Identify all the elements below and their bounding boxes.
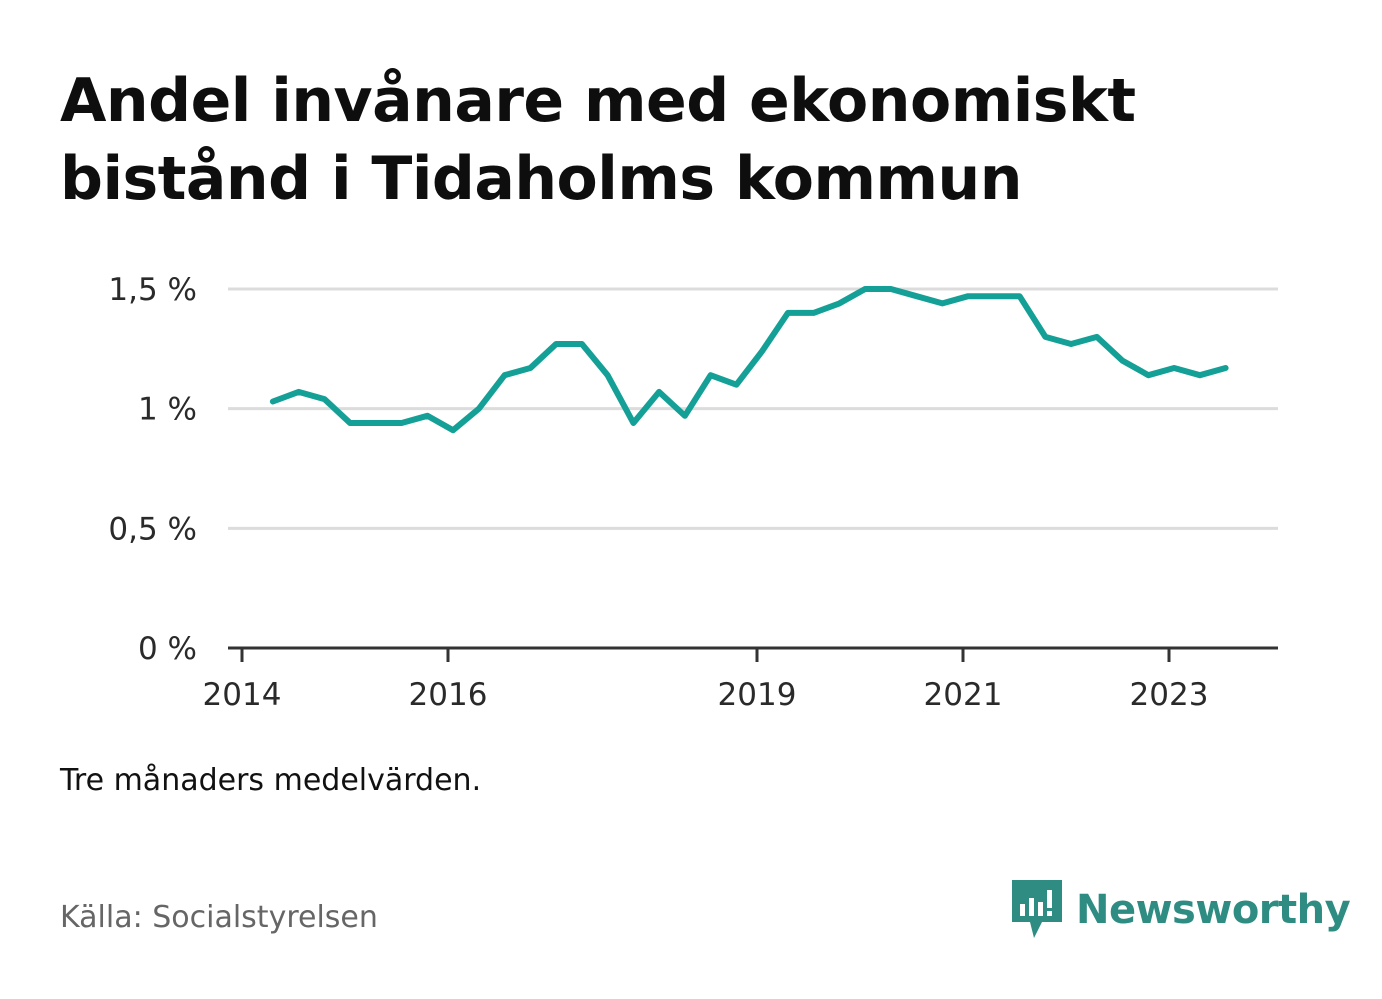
data-point — [759, 348, 765, 354]
source-text: Källa: Socialstyrelsen — [60, 900, 378, 935]
newsworthy-logo-icon — [1012, 880, 1062, 938]
data-point — [656, 389, 662, 395]
data-point — [553, 341, 559, 347]
data-point — [733, 382, 739, 388]
data-point — [527, 365, 533, 371]
y-tick-label: 1 % — [138, 392, 197, 428]
y-tick-label: 0,5 % — [108, 511, 197, 547]
y-axis-labels: 0 % 0,5 % 1 % 1,5 % — [108, 272, 197, 667]
data-point — [1068, 341, 1074, 347]
data-point — [811, 310, 817, 316]
chart-note: Tre månaders medelvärden. — [60, 763, 482, 798]
data-point — [296, 389, 302, 395]
data-point — [914, 293, 920, 299]
data-point — [1042, 334, 1048, 340]
data-point — [1017, 293, 1023, 299]
data-point — [1197, 372, 1203, 378]
data-point — [450, 427, 456, 433]
data-point — [1145, 372, 1151, 378]
gridlines — [228, 287, 1278, 530]
data-point — [630, 420, 636, 426]
data-point — [1223, 365, 1229, 371]
data-point — [476, 406, 482, 412]
x-tick-label: 2016 — [409, 677, 488, 713]
data-point — [424, 413, 430, 419]
x-tick-label: 2023 — [1130, 677, 1209, 713]
data-point — [502, 372, 508, 378]
x-tick-label: 2014 — [203, 677, 282, 713]
data-point — [888, 286, 894, 292]
series — [269, 286, 1229, 434]
x-tick-label: 2019 — [718, 677, 797, 713]
x-axis: 2014 2016 2019 2021 2023 — [203, 646, 1278, 713]
y-tick-label: 1,5 % — [108, 272, 197, 308]
data-point — [785, 310, 791, 316]
series-line — [269, 286, 1229, 434]
data-point — [862, 286, 868, 292]
x-tick-label: 2021 — [924, 677, 1003, 713]
data-point — [708, 372, 714, 378]
data-point — [1094, 334, 1100, 340]
y-tick-label: 0 % — [138, 631, 197, 667]
chart-title: Andel invånare med ekonomiskt bistånd i … — [60, 66, 1136, 214]
data-point — [399, 420, 405, 426]
data-point — [836, 300, 842, 306]
data-point — [991, 293, 997, 299]
newsworthy-brand[interactable]: Newsworthy — [1012, 880, 1351, 940]
data-point — [939, 300, 945, 306]
brand-name: Newsworthy — [1076, 887, 1351, 933]
data-point — [605, 372, 611, 378]
data-point — [965, 293, 971, 299]
data-point — [270, 398, 276, 404]
data-point — [1120, 358, 1126, 364]
data-point — [579, 341, 585, 347]
data-point — [321, 396, 327, 402]
data-point — [682, 413, 688, 419]
data-point — [1171, 365, 1177, 371]
data-point — [373, 420, 379, 426]
data-point — [347, 420, 353, 426]
